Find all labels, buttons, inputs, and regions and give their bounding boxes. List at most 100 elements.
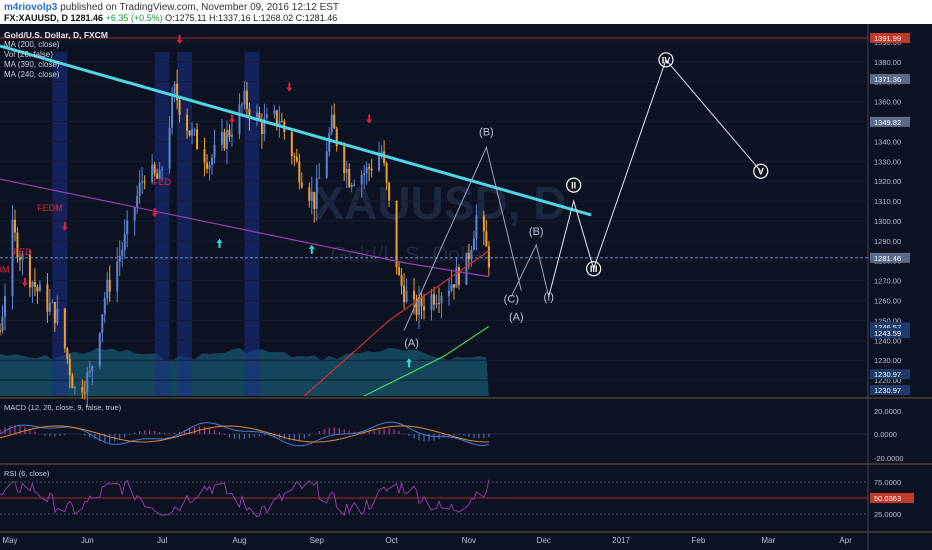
- time-tick: Feb: [691, 536, 705, 545]
- candle-body: [156, 173, 159, 179]
- candle-body: [482, 215, 485, 232]
- fed-label: DM: [0, 265, 9, 275]
- candle-body: [255, 112, 258, 118]
- price-label-bg: [870, 322, 910, 333]
- price-tick: 1290.00: [874, 237, 901, 246]
- wave-circle: [586, 261, 602, 277]
- rsi-tick: 25.0000: [874, 510, 901, 519]
- wave-abc-line: [403, 145, 522, 331]
- candle-body: [13, 219, 16, 233]
- price-tick: 1380.00: [874, 58, 901, 67]
- candle-body: [81, 387, 84, 393]
- candle-body: [176, 83, 179, 101]
- candle-body: [433, 294, 435, 305]
- candle-body: [485, 231, 488, 247]
- wave-b-line: [510, 243, 550, 297]
- candle-body: [280, 121, 283, 123]
- candle-body: [53, 302, 56, 324]
- macd-label: MACD (12, 26, close, 9, false, true): [4, 403, 122, 412]
- candle-body: [295, 156, 298, 162]
- candle-body: [430, 294, 433, 311]
- legend-ma200[interactable]: MA (200, close): [4, 40, 60, 49]
- legend-ma240[interactable]: MA (240, close): [4, 70, 60, 79]
- highlight-band: [244, 51, 260, 396]
- arrow-up-icon: [308, 244, 315, 254]
- candle-body: [151, 164, 154, 182]
- time-tick: May: [2, 536, 17, 545]
- candle-body: [86, 372, 89, 393]
- candle-body: [263, 118, 266, 135]
- wave-roman: IV: [662, 55, 671, 65]
- price-label-bg: [870, 252, 910, 263]
- watermark-symbol: XAUUSD, D: [313, 177, 566, 229]
- candle-body: [325, 151, 328, 178]
- candle-body: [223, 131, 226, 149]
- time-tick: Dec: [537, 536, 551, 545]
- price-label: 1246.57: [874, 323, 901, 332]
- rsi-panel: RSI (6, close) 75.0000 25.0000 50.0363: [0, 469, 914, 519]
- candle-body: [46, 284, 49, 312]
- candle-body: [265, 114, 268, 119]
- chart-header: m4riovolp3 published on TradingView.com,…: [0, 0, 932, 24]
- chart-svg[interactable]: XAUUSD, D Gold/U.S. Dollar (B) (A) (C) (A) (…: [0, 24, 932, 550]
- candle-body: [487, 246, 490, 268]
- candle-body: [191, 129, 194, 136]
- candle-body: [116, 261, 119, 292]
- wave-roman: III: [590, 264, 598, 274]
- ma-purple-line: [0, 178, 489, 278]
- price-tick: 1230.00: [874, 356, 901, 365]
- candle-body: [38, 284, 41, 292]
- candle-body: [133, 207, 136, 221]
- candle-body: [178, 100, 181, 115]
- rsi-tick: 75.0000: [874, 478, 901, 487]
- candle-body: [18, 257, 21, 261]
- price-tick: 1310.00: [874, 197, 901, 206]
- candle-body: [220, 131, 223, 145]
- candle-body: [171, 96, 174, 128]
- publish-line: m4riovolp3 published on TradingView.com,…: [4, 2, 339, 13]
- candle-body: [153, 164, 156, 174]
- candle-body: [141, 181, 144, 183]
- wave-roman: V: [758, 167, 764, 177]
- price-label: 1281.46: [874, 254, 901, 263]
- chart-area[interactable]: XAUUSD, D Gold/U.S. Dollar (B) (A) (C) (A) (…: [0, 24, 932, 550]
- legend-ma390[interactable]: MA (390, close): [4, 60, 60, 69]
- wave-label: (A): [404, 337, 419, 349]
- watermark-name: Gold/U.S. Dollar: [331, 242, 490, 267]
- price-label-bg: [870, 328, 910, 339]
- candle-body: [158, 170, 161, 179]
- highlight-band: [177, 51, 193, 396]
- candle-body: [168, 127, 171, 169]
- arrow-down-icon: [228, 114, 235, 124]
- candles: [0, 69, 490, 408]
- candle-body: [16, 232, 19, 258]
- price-tick: 1360.00: [874, 98, 901, 107]
- candle-body: [213, 144, 216, 158]
- legend-title: Gold/U.S. Dollar, D, FXCM: [4, 30, 108, 40]
- candle-body: [378, 155, 381, 171]
- candle-body: [143, 181, 146, 183]
- candle-body: [290, 132, 293, 157]
- candle-body: [275, 110, 278, 125]
- author-link[interactable]: m4riovolp3: [4, 2, 58, 13]
- candle-body: [343, 146, 346, 173]
- time-tick: Oct: [385, 536, 398, 545]
- wave-label: (B): [529, 226, 544, 238]
- rsi-line: [0, 479, 490, 518]
- candle-body: [435, 302, 438, 305]
- candle-body: [360, 175, 363, 185]
- candle-body: [243, 90, 246, 105]
- publish-info: published on TradingView.com, November 0…: [60, 2, 340, 13]
- price-tick: 1240.00: [874, 336, 901, 345]
- price-label: 1391.99: [874, 34, 901, 43]
- arrow-down-icon: [61, 221, 68, 231]
- candle-body: [118, 255, 121, 262]
- candle-body: [400, 275, 403, 286]
- candle-body: [472, 238, 475, 250]
- candle-body: [3, 296, 6, 317]
- legend-volume[interactable]: Vol (20, false): [4, 50, 53, 59]
- candle-body: [123, 233, 126, 250]
- macd-signal-line: [0, 425, 489, 443]
- candle-body: [66, 348, 69, 359]
- macd-tick: 20.0000: [874, 407, 901, 416]
